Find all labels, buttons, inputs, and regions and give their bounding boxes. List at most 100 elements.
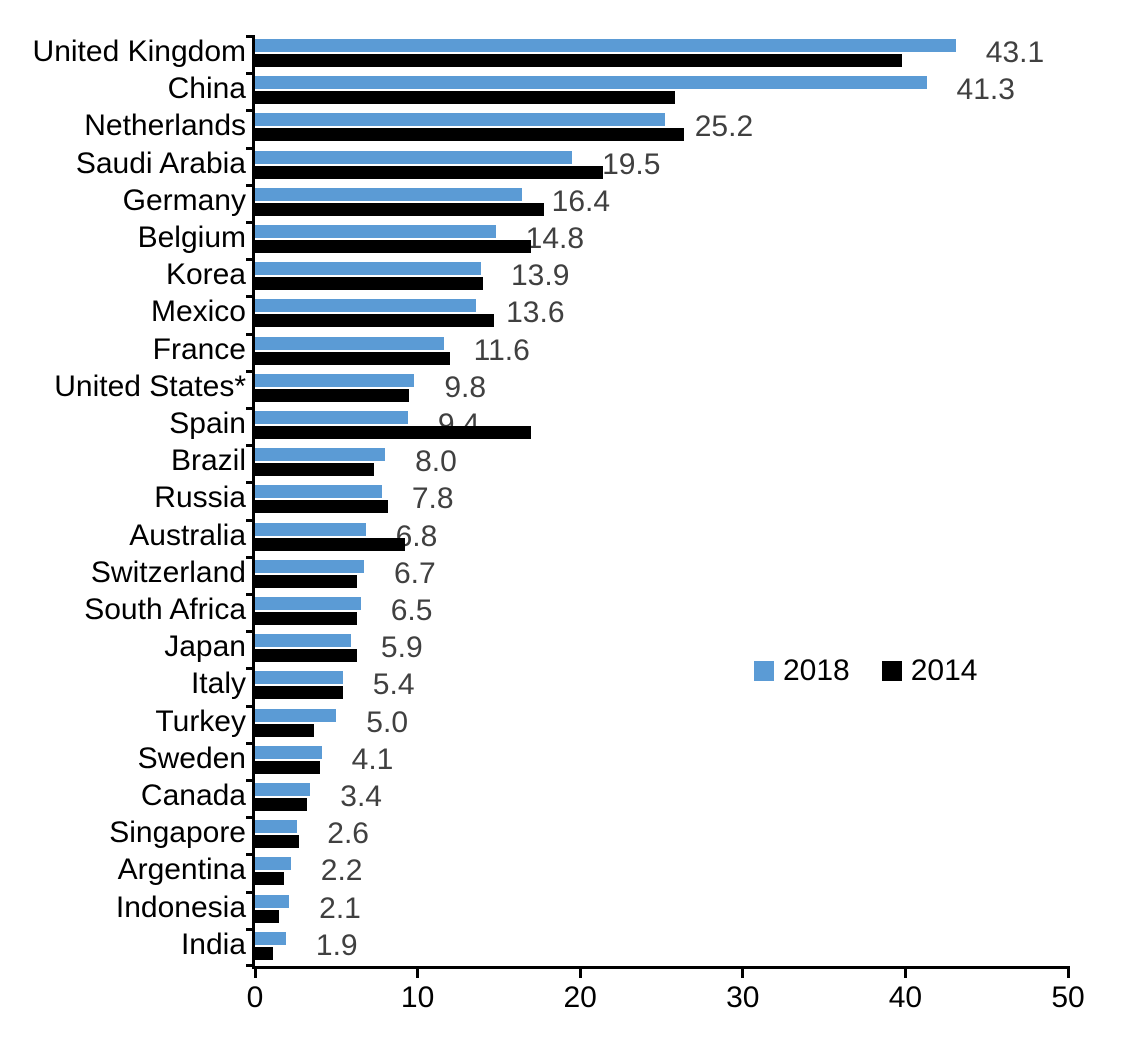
y-axis-tick xyxy=(246,741,255,745)
y-axis-tick xyxy=(246,407,255,410)
bar-2014 xyxy=(255,314,495,328)
bar-2018 xyxy=(255,113,665,127)
x-axis-tick xyxy=(903,969,907,978)
bar-2018 xyxy=(255,76,927,90)
legend-entry-2014: 2014 xyxy=(881,656,978,686)
x-axis-tick xyxy=(1066,969,1070,978)
category-label: Sweden xyxy=(137,741,246,775)
bar-2018 xyxy=(255,634,351,648)
value-label: 2.2 xyxy=(320,854,363,888)
category-label: France xyxy=(152,332,246,366)
bar-2014 xyxy=(255,202,545,216)
value-label: 5.9 xyxy=(380,631,423,665)
y-axis-tick xyxy=(246,258,255,262)
category-label: Australia xyxy=(129,518,246,552)
value-label: 4.1 xyxy=(351,742,394,776)
value-label: 41.3 xyxy=(956,73,1015,107)
legend: 2018 2014 xyxy=(754,656,978,686)
x-axis-tick-label: 40 xyxy=(888,981,923,1014)
y-axis-tick xyxy=(246,109,255,113)
category-label: Singapore xyxy=(109,816,246,850)
category-label: China xyxy=(167,72,246,106)
value-label: 1.9 xyxy=(315,928,358,962)
bar-2018 xyxy=(255,336,444,350)
bar-2018 xyxy=(255,448,386,462)
category-label: Netherlands xyxy=(84,109,246,143)
bar-2014 xyxy=(255,240,532,253)
bar-2014 xyxy=(255,91,675,105)
y-axis-tick xyxy=(246,704,255,708)
bar-2018 xyxy=(255,225,496,238)
bar-2014 xyxy=(255,649,358,663)
y-axis-tick xyxy=(246,444,255,448)
bar-2014 xyxy=(255,426,532,439)
category-label: Indonesia xyxy=(115,890,246,924)
value-label: 8.0 xyxy=(415,445,457,479)
bar-2014 xyxy=(255,798,308,811)
category-label: Japan xyxy=(164,630,246,664)
value-label: 25.2 xyxy=(694,110,754,144)
y-axis-tick xyxy=(246,630,255,634)
y-axis-tick xyxy=(246,555,255,559)
bar-2018 xyxy=(255,411,408,424)
bar-2018 xyxy=(255,150,573,164)
y-axis-tick xyxy=(246,481,255,485)
category-label: Russia xyxy=(154,481,246,515)
bar-2014 xyxy=(255,872,285,886)
x-axis-line xyxy=(252,966,1070,969)
bar-2018 xyxy=(255,783,311,796)
category-label: Spain xyxy=(169,407,246,440)
value-label: 3.4 xyxy=(340,780,382,813)
bar-2018 xyxy=(255,857,291,871)
value-label: 14.8 xyxy=(525,222,585,255)
bar-2018 xyxy=(255,597,361,610)
bar-2014 xyxy=(255,909,280,923)
bar-2014 xyxy=(255,388,410,402)
bar-2018 xyxy=(255,373,415,387)
category-label: India xyxy=(180,927,246,961)
y-axis-tick xyxy=(246,816,255,820)
bar-2014 xyxy=(255,574,358,588)
category-label: Canada xyxy=(140,779,246,812)
x-axis-tick-label: 20 xyxy=(563,981,597,1014)
x-axis-tick-label: 30 xyxy=(726,981,760,1014)
y-axis-tick xyxy=(246,927,255,931)
bar-2018 xyxy=(255,820,298,834)
y-axis-tick xyxy=(246,518,255,522)
value-label: 11.6 xyxy=(473,333,530,367)
y-axis-tick xyxy=(246,332,255,336)
y-axis-tick xyxy=(246,72,255,76)
legend-label-2018: 2018 xyxy=(783,654,850,687)
bar-2014 xyxy=(255,686,343,700)
value-label: 13.6 xyxy=(506,296,565,330)
category-label: South Africa xyxy=(84,593,246,626)
y-axis-tick xyxy=(246,593,255,596)
value-label: 5.0 xyxy=(366,705,409,739)
bar-2014 xyxy=(255,351,451,365)
bar-2014 xyxy=(255,128,685,142)
x-axis-tick xyxy=(741,969,745,978)
bar-2014 xyxy=(255,165,603,179)
bar-2018 xyxy=(255,708,337,722)
y-axis-tick xyxy=(246,890,255,894)
bar-2018 xyxy=(255,485,382,499)
bar-2014 xyxy=(255,537,405,551)
category-label: Mexico xyxy=(150,295,246,329)
bar-2018 xyxy=(255,299,477,313)
bar-2018 xyxy=(255,187,522,201)
bar-2014 xyxy=(255,946,273,960)
legend-swatch-2014 xyxy=(881,661,902,681)
category-label: United Kingdom xyxy=(32,35,246,68)
category-label: United States* xyxy=(54,369,246,403)
y-axis-tick xyxy=(246,146,255,150)
y-axis-tick xyxy=(246,667,255,671)
x-axis-tick xyxy=(253,969,257,978)
bar-2014 xyxy=(255,277,483,291)
bar-2018 xyxy=(255,522,366,536)
value-label: 16.4 xyxy=(551,184,611,218)
category-label: Belgium xyxy=(137,221,246,254)
bar-2014 xyxy=(255,612,358,625)
bar-2014 xyxy=(255,54,903,67)
y-axis-tick xyxy=(246,183,255,187)
